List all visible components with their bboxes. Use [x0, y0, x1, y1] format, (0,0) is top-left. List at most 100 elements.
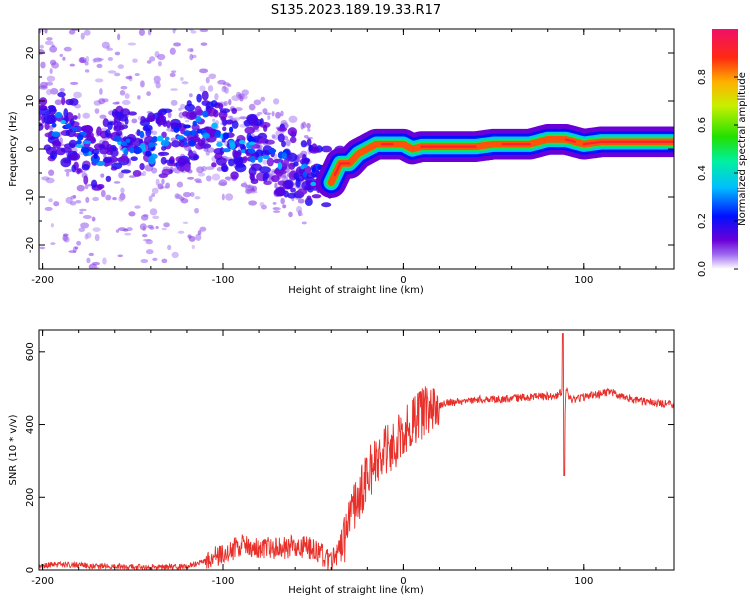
spectrogram-cell: [45, 146, 57, 156]
spectrogram-core-cell: [75, 144, 84, 149]
spectrogram-noise-cell: [69, 63, 76, 67]
spectrogram-cell: [194, 133, 199, 138]
spectrogram-noise-cell: [172, 29, 176, 34]
spectrogram-cell: [201, 90, 209, 101]
spectrogram-cell: [321, 145, 333, 153]
spectrogram-cell: [160, 156, 167, 165]
spectrogram-noise-cell: [155, 226, 159, 229]
spectrogram-noise-cell: [167, 111, 172, 118]
spectrogram-cell: [230, 171, 239, 180]
spectrogram-noise-cell: [157, 53, 166, 61]
spectrogram-core-cell: [300, 165, 305, 170]
spectrogram-ytick-label: 10: [25, 95, 36, 108]
spectrogram-noise-cell: [187, 48, 193, 52]
colorbar-tick-label: 0.6: [697, 117, 708, 133]
spectrogram-noise-cell: [83, 29, 91, 36]
snr-series: [39, 333, 674, 570]
spectrogram-noise-cell: [233, 117, 241, 122]
spectrogram-noise-cell: [92, 227, 101, 232]
spectrogram-noise-cell: [73, 91, 83, 99]
spectrogram-core-cell: [216, 142, 223, 147]
spectrogram-core-cell: [257, 156, 263, 163]
spectrogram-cell: [106, 150, 114, 155]
spectrogram-frame: [38, 28, 675, 270]
spectrogram-noise-cell: [94, 108, 100, 114]
spectrogram-cell: [52, 140, 62, 149]
spectrogram-cell: [228, 158, 235, 167]
spectrogram-noise-cell: [155, 178, 160, 186]
spectrogram-noise-cell: [65, 196, 73, 204]
spectrogram-noise-cell: [54, 12, 61, 15]
colorbar-label: Normalized spectral amplitude: [737, 72, 748, 226]
spectrogram-noise-cell: [131, 118, 138, 124]
spectrogram-core-cell: [192, 120, 198, 127]
spectrogram-cell: [258, 137, 266, 144]
spectrogram-noise-cell: [132, 58, 138, 63]
spectrogram-noise-cell: [201, 165, 207, 172]
spectrogram-noise-cell: [152, 257, 158, 261]
spectrogram-cell: [55, 147, 66, 156]
spectrogram-cell: [301, 180, 312, 191]
spectrogram-noise-cell: [134, 205, 141, 209]
spectrogram-core-cell: [164, 136, 170, 141]
spectrogram-core-cell: [93, 153, 98, 160]
spectrogram-core-cell: [82, 140, 92, 145]
spectrogram-noise-cell: [171, 70, 177, 73]
spectrogram-cell: [110, 149, 119, 157]
spectrogram-noise-cell: [140, 214, 149, 221]
spectrogram-core-cell: [229, 141, 236, 150]
spectrogram-noise-cell: [82, 214, 92, 220]
spectrogram-noise-cell: [88, 252, 95, 257]
spectrogram-core-cell: [310, 181, 317, 187]
spectrogram-cell: [277, 126, 288, 132]
spectrogram-core-cell: [250, 155, 256, 163]
snr-ytick-label: 0: [25, 567, 36, 573]
spectrogram-cell: [246, 114, 259, 125]
spectrogram-core-cell: [64, 123, 72, 129]
spectrogram-noise-cell: [248, 190, 258, 194]
spectrogram-cell: [239, 143, 246, 151]
spectrogram-noise-cell: [120, 22, 128, 26]
spectrogram-noise-cell: [102, 257, 107, 265]
spectrogram-cell: [65, 98, 74, 106]
spectrogram-noise-cell: [62, 56, 66, 61]
spectrogram-cell: [39, 113, 42, 121]
snr-xtick-label: 0: [400, 576, 406, 587]
spectrogram-cell: [296, 188, 308, 195]
spectrogram-core-cell: [277, 162, 283, 170]
spectrogram-noise-cell: [38, 12, 46, 18]
spectrogram-noise-cell: [248, 103, 256, 111]
spectrogram-cell: [206, 107, 217, 117]
spectrogram-noise-cell: [203, 148, 209, 152]
spectrogram-noise-cell: [307, 128, 311, 132]
spectrogram-cell: [275, 186, 286, 197]
spectrogram-cell: [185, 110, 198, 121]
spectrogram-noise-cell: [180, 76, 184, 81]
spectrogram-noise-cell: [262, 108, 268, 114]
spectrogram-core-cell: [148, 142, 155, 148]
spectrogram-noise-cell: [199, 68, 209, 74]
spectrogram-ytick-label: -20: [25, 237, 36, 253]
spectrogram-noise-cell: [51, 62, 59, 69]
snr-axis-ticks: -200 -100 0 100 0 200 400 600: [25, 330, 674, 587]
spectrogram-noise-cell: [280, 197, 285, 205]
spectrogram-cell: [96, 184, 105, 189]
spectrogram-noise-cell: [100, 189, 106, 198]
spectrogram-cell: [138, 138, 144, 144]
spectrogram-noise-cell: [125, 75, 132, 80]
spectrogram-noise-cell: [39, 246, 46, 250]
spectrogram-noise-cell: [70, 81, 79, 85]
spectrogram-noise-cell: [214, 93, 219, 101]
spectrogram-cell: [262, 172, 268, 183]
spectrogram-noise-cell: [79, 211, 84, 215]
spectrogram-noise-cell: [181, 81, 189, 85]
spectrogram-cell: [61, 96, 66, 106]
spectrogram-cell: [158, 173, 169, 179]
spectrogram-noise-cell: [245, 184, 254, 192]
spectrogram-noise-cell: [273, 98, 280, 105]
spectrogram-cell: [116, 121, 122, 127]
spectrogram-cell: [83, 175, 89, 185]
spectrogram-core-cell: [139, 130, 145, 139]
spectrogram-noise-cell: [94, 78, 104, 83]
